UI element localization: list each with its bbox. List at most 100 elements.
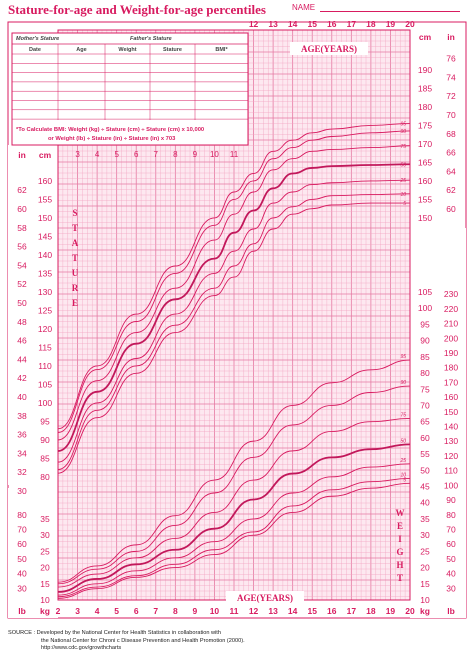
unit-in-left: in bbox=[18, 150, 26, 160]
name-line[interactable] bbox=[320, 11, 460, 12]
weight-kg-tick-right: 50 bbox=[420, 465, 430, 475]
stature-cm-tick-left: 120 bbox=[38, 324, 52, 334]
weight-lb-tick-right: 100 bbox=[444, 480, 458, 490]
weight-kg-tick-left: 30 bbox=[40, 530, 50, 540]
weight-lb-tick-right: 30 bbox=[446, 583, 456, 593]
stature-in-tick-left: 40 bbox=[17, 392, 27, 402]
age-tick-bottom: 17 bbox=[347, 606, 357, 616]
stature-in-tick-left: 34 bbox=[17, 448, 27, 458]
age-tick-top: 13 bbox=[268, 19, 278, 29]
age-tick-top: 12 bbox=[249, 19, 259, 29]
stature-in-tick-left: 48 bbox=[17, 317, 27, 327]
stature-cm-tick-left: 115 bbox=[38, 342, 52, 352]
stature-in-tick-left: 36 bbox=[17, 430, 27, 440]
bmi-note-line-2: or Weight (lb) ÷ Stature (in) ÷ Stature … bbox=[48, 136, 176, 142]
stature-curve-95 bbox=[57, 123, 411, 430]
left-scale-area bbox=[8, 145, 58, 485]
weight-lb-tick-right: 70 bbox=[446, 524, 456, 534]
weight-letter: E bbox=[397, 521, 403, 531]
age-tick-bottom: 3 bbox=[75, 606, 80, 616]
stature-in-tick-left: 54 bbox=[17, 260, 27, 270]
weight-kg-tick-right: 65 bbox=[420, 417, 430, 427]
stature-in-tick-right: 60 bbox=[446, 204, 456, 214]
weight-lb-tick-left: 50 bbox=[17, 554, 27, 564]
stature-letter: U bbox=[72, 268, 79, 278]
stature-percentile-label: 50 bbox=[400, 162, 406, 168]
stature-cm-tick-right: 190 bbox=[418, 65, 432, 75]
stature-in-tick-right: 76 bbox=[446, 54, 456, 64]
weight-letter: I bbox=[398, 534, 402, 544]
weight-lb-tick-right: 170 bbox=[444, 377, 458, 387]
stature-curve-50 bbox=[57, 163, 411, 452]
weight-kg-tick-left: 20 bbox=[40, 563, 50, 573]
stature-in-tick-left: 30 bbox=[17, 486, 27, 496]
stature-curve-90 bbox=[57, 130, 411, 433]
age-tick-top: 14 bbox=[288, 19, 298, 29]
weight-kg-tick-right: 100 bbox=[418, 303, 432, 313]
stature-curve-10 bbox=[57, 193, 411, 470]
source-line-1: SOURCE : Developed by the National Cente… bbox=[8, 630, 221, 636]
stature-in-tick-left: 32 bbox=[17, 467, 27, 477]
weight-kg-tick-right: 35 bbox=[420, 514, 430, 524]
weight-kg-tick-right: 55 bbox=[420, 449, 430, 459]
weight-percentile-label: 95 bbox=[400, 354, 406, 360]
stature-cm-tick-left: 145 bbox=[38, 231, 52, 241]
unit-cm-left: cm bbox=[39, 150, 52, 160]
stature-cm-tick-right: 155 bbox=[418, 194, 432, 204]
weight-lb-tick-right: 90 bbox=[446, 495, 456, 505]
weight-kg-tick-right: 70 bbox=[420, 400, 430, 410]
age-tick-top: 18 bbox=[366, 19, 376, 29]
stature-cm-tick-left: 140 bbox=[38, 250, 52, 260]
weight-lb-tick-right: 50 bbox=[446, 554, 456, 564]
weight-kg-tick-right: 95 bbox=[420, 319, 430, 329]
age-tick-top: 19 bbox=[386, 19, 396, 29]
age-tick-bottom: 11 bbox=[230, 606, 239, 616]
age-tick-bottom: 7 bbox=[153, 606, 158, 616]
right-scale-area bbox=[410, 228, 466, 618]
stature-curve-5 bbox=[57, 202, 410, 474]
weight-lb-tick-left: 80 bbox=[17, 510, 27, 520]
weight-lb-tick-left: 60 bbox=[17, 539, 27, 549]
weight-curve-50 bbox=[57, 443, 411, 593]
stature-cm-tick-right: 170 bbox=[418, 139, 432, 149]
stature-in-tick-left: 58 bbox=[17, 223, 27, 233]
age-tick-bottom: 8 bbox=[173, 606, 178, 616]
age-tick-bottom: 6 bbox=[134, 606, 139, 616]
unit-lb-right: lb bbox=[447, 606, 455, 616]
stature-in-tick-left: 38 bbox=[17, 411, 27, 421]
weight-lb-tick-right: 200 bbox=[444, 333, 458, 343]
age-tick-bottom: 15 bbox=[307, 606, 317, 616]
stature-curve-25 bbox=[57, 179, 411, 463]
stature-letter: S bbox=[72, 208, 77, 218]
weight-lb-tick-right: 140 bbox=[444, 422, 458, 432]
stature-curve-75 bbox=[57, 145, 411, 441]
stature-cm-tick-left: 105 bbox=[38, 379, 52, 389]
stature-cm-tick-right: 180 bbox=[418, 102, 432, 112]
name-label: NAME bbox=[292, 3, 316, 12]
weight-lb-tick-left: 70 bbox=[17, 524, 27, 534]
column-header: Stature bbox=[163, 47, 182, 53]
weight-percentile-label: 75 bbox=[400, 412, 406, 418]
source-note: SOURCE : Developed by the National Cente… bbox=[8, 630, 468, 653]
weight-curve-75 bbox=[57, 417, 411, 588]
age-tick-mid: 8 bbox=[173, 150, 178, 159]
age-years-label-bottom: AGE(YEARS) bbox=[237, 593, 293, 603]
weight-percentile-label: 50 bbox=[400, 438, 406, 444]
weight-letter: G bbox=[396, 547, 403, 557]
stature-percentile-label: 95 bbox=[400, 122, 406, 128]
age-tick-top: 16 bbox=[327, 19, 337, 29]
age-tick-mid: 6 bbox=[134, 150, 139, 159]
stature-percentile-label: 25 bbox=[399, 178, 406, 184]
age-label-box bbox=[226, 591, 304, 604]
weight-kg-tick-right: 10 bbox=[420, 595, 430, 605]
stature-cm-tick-right: 175 bbox=[418, 120, 432, 130]
stature-letter: A bbox=[72, 238, 79, 248]
stature-cm-tick-left: 80 bbox=[40, 472, 50, 482]
stature-in-tick-left: 56 bbox=[17, 242, 27, 252]
age-tick-bottom: 19 bbox=[386, 606, 396, 616]
weight-curve-25 bbox=[57, 463, 411, 596]
weight-lb-tick-left: 30 bbox=[17, 583, 27, 593]
age-tick-bottom: 12 bbox=[249, 606, 259, 616]
stature-in-tick-right: 70 bbox=[446, 110, 456, 120]
